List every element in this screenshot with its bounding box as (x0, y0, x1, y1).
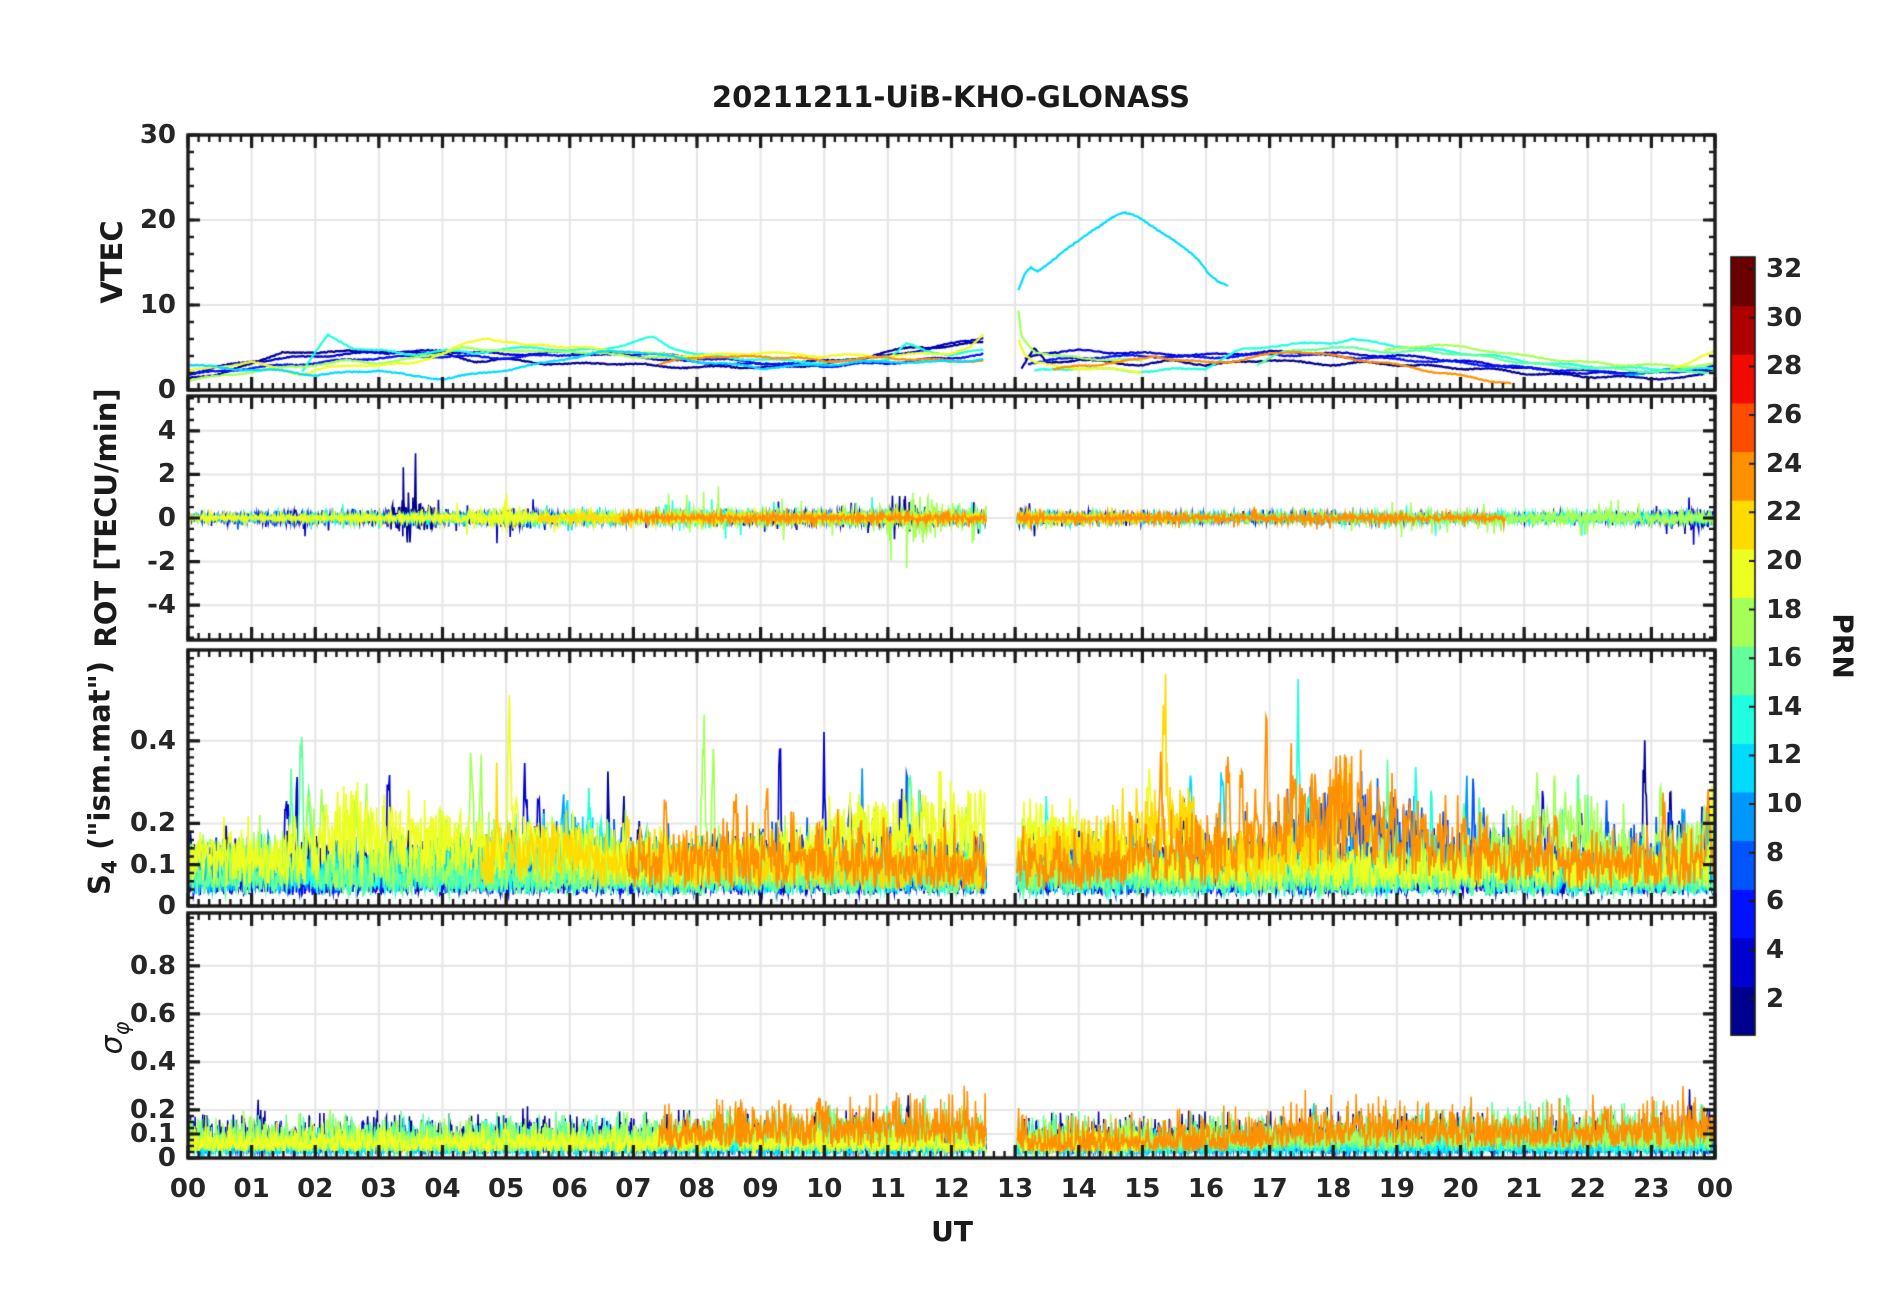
colorbar-tick-label: 24 (1766, 448, 1803, 479)
x-tick-label: 05 (488, 1174, 525, 1204)
x-tick-label: 21 (1506, 1174, 1543, 1204)
xlabel-ut: UT (931, 1215, 973, 1248)
x-tick-label: 01 (233, 1174, 270, 1204)
colorbar-tick-label: 10 (1766, 789, 1803, 820)
y-tick-label: 30 (139, 120, 176, 150)
y-tick-label: 0.1 (129, 849, 176, 880)
y-tick-label: -4 (147, 590, 176, 621)
colorbar-tick-label: 26 (1766, 400, 1803, 431)
colorbar-tick-label: 20 (1766, 545, 1803, 576)
x-tick-label: 09 (742, 1174, 779, 1204)
x-tick-label: 07 (615, 1174, 652, 1204)
y-tick-label: -2 (147, 546, 176, 577)
y-tick-label: 0 (157, 1143, 176, 1173)
x-tick-label: 02 (297, 1174, 334, 1204)
x-tick-label: 00 (169, 1174, 207, 1204)
x-tick-label: 03 (360, 1174, 397, 1204)
y-tick-label: 0.1 (129, 1118, 176, 1149)
y-tick-label: 4 (157, 415, 176, 446)
x-tick-label: 10 (806, 1174, 843, 1204)
x-tick-label: 19 (1378, 1174, 1415, 1204)
y-tick-label: 0 (157, 503, 176, 533)
y-tick-label: 10 (139, 290, 176, 320)
y-tick-label: 0.6 (129, 998, 176, 1029)
y-tick-label: 0.4 (129, 725, 176, 756)
x-tick-label: 23 (1633, 1174, 1670, 1204)
x-tick-label: 06 (551, 1174, 588, 1204)
colorbar-tick-label: 32 (1766, 254, 1803, 285)
y-tick-label: 0.2 (129, 808, 176, 839)
x-tick-label: 11 (869, 1174, 906, 1204)
x-tick-label: 18 (1315, 1174, 1352, 1204)
x-tick-label: 16 (1187, 1174, 1225, 1204)
y-tick-label: 0 (157, 375, 176, 405)
colorbar-tick-label: 6 (1766, 886, 1785, 917)
x-tick-label: 20 (1442, 1174, 1479, 1204)
x-tick-label: 15 (1124, 1174, 1161, 1204)
x-tick-label: 08 (678, 1174, 716, 1204)
y-tick-label: 20 (139, 205, 176, 235)
x-tick-label: 22 (1569, 1174, 1606, 1204)
colorbar-tick-label: 30 (1766, 302, 1803, 333)
x-tick-label: 04 (424, 1174, 461, 1204)
x-tick-label: 13 (997, 1174, 1034, 1204)
colorbar-tick-label: 4 (1766, 934, 1785, 965)
x-tick-label: 00 (1696, 1174, 1734, 1204)
y-tick-label: 0 (157, 891, 176, 921)
colorbar-tick-label: 16 (1766, 643, 1803, 674)
colorbar-tick-label: 8 (1766, 837, 1785, 868)
page-title: 20211211-UiB-KHO-GLONASS (711, 80, 1191, 114)
colorbar-tick-label: 18 (1766, 594, 1803, 625)
x-tick-label: 17 (1251, 1174, 1288, 1204)
colorbar-tick-label: 14 (1766, 691, 1803, 722)
colorbar-tick-label: 22 (1766, 497, 1803, 528)
x-tick-label: 12 (933, 1174, 970, 1204)
colorbar-label-prn: PRN (1826, 613, 1860, 679)
y-tick-label: 0.2 (129, 1094, 176, 1125)
y-tick-label: 0.8 (129, 950, 176, 981)
colorbar-tick-label: 12 (1766, 740, 1803, 771)
x-tick-label: 14 (1060, 1174, 1097, 1204)
y-tick-label: 0.4 (129, 1046, 176, 1077)
colorbar-tick-label: 2 (1766, 983, 1785, 1014)
colorbar-tick-label: 28 (1766, 351, 1803, 382)
y-tick-label: 2 (157, 459, 176, 490)
